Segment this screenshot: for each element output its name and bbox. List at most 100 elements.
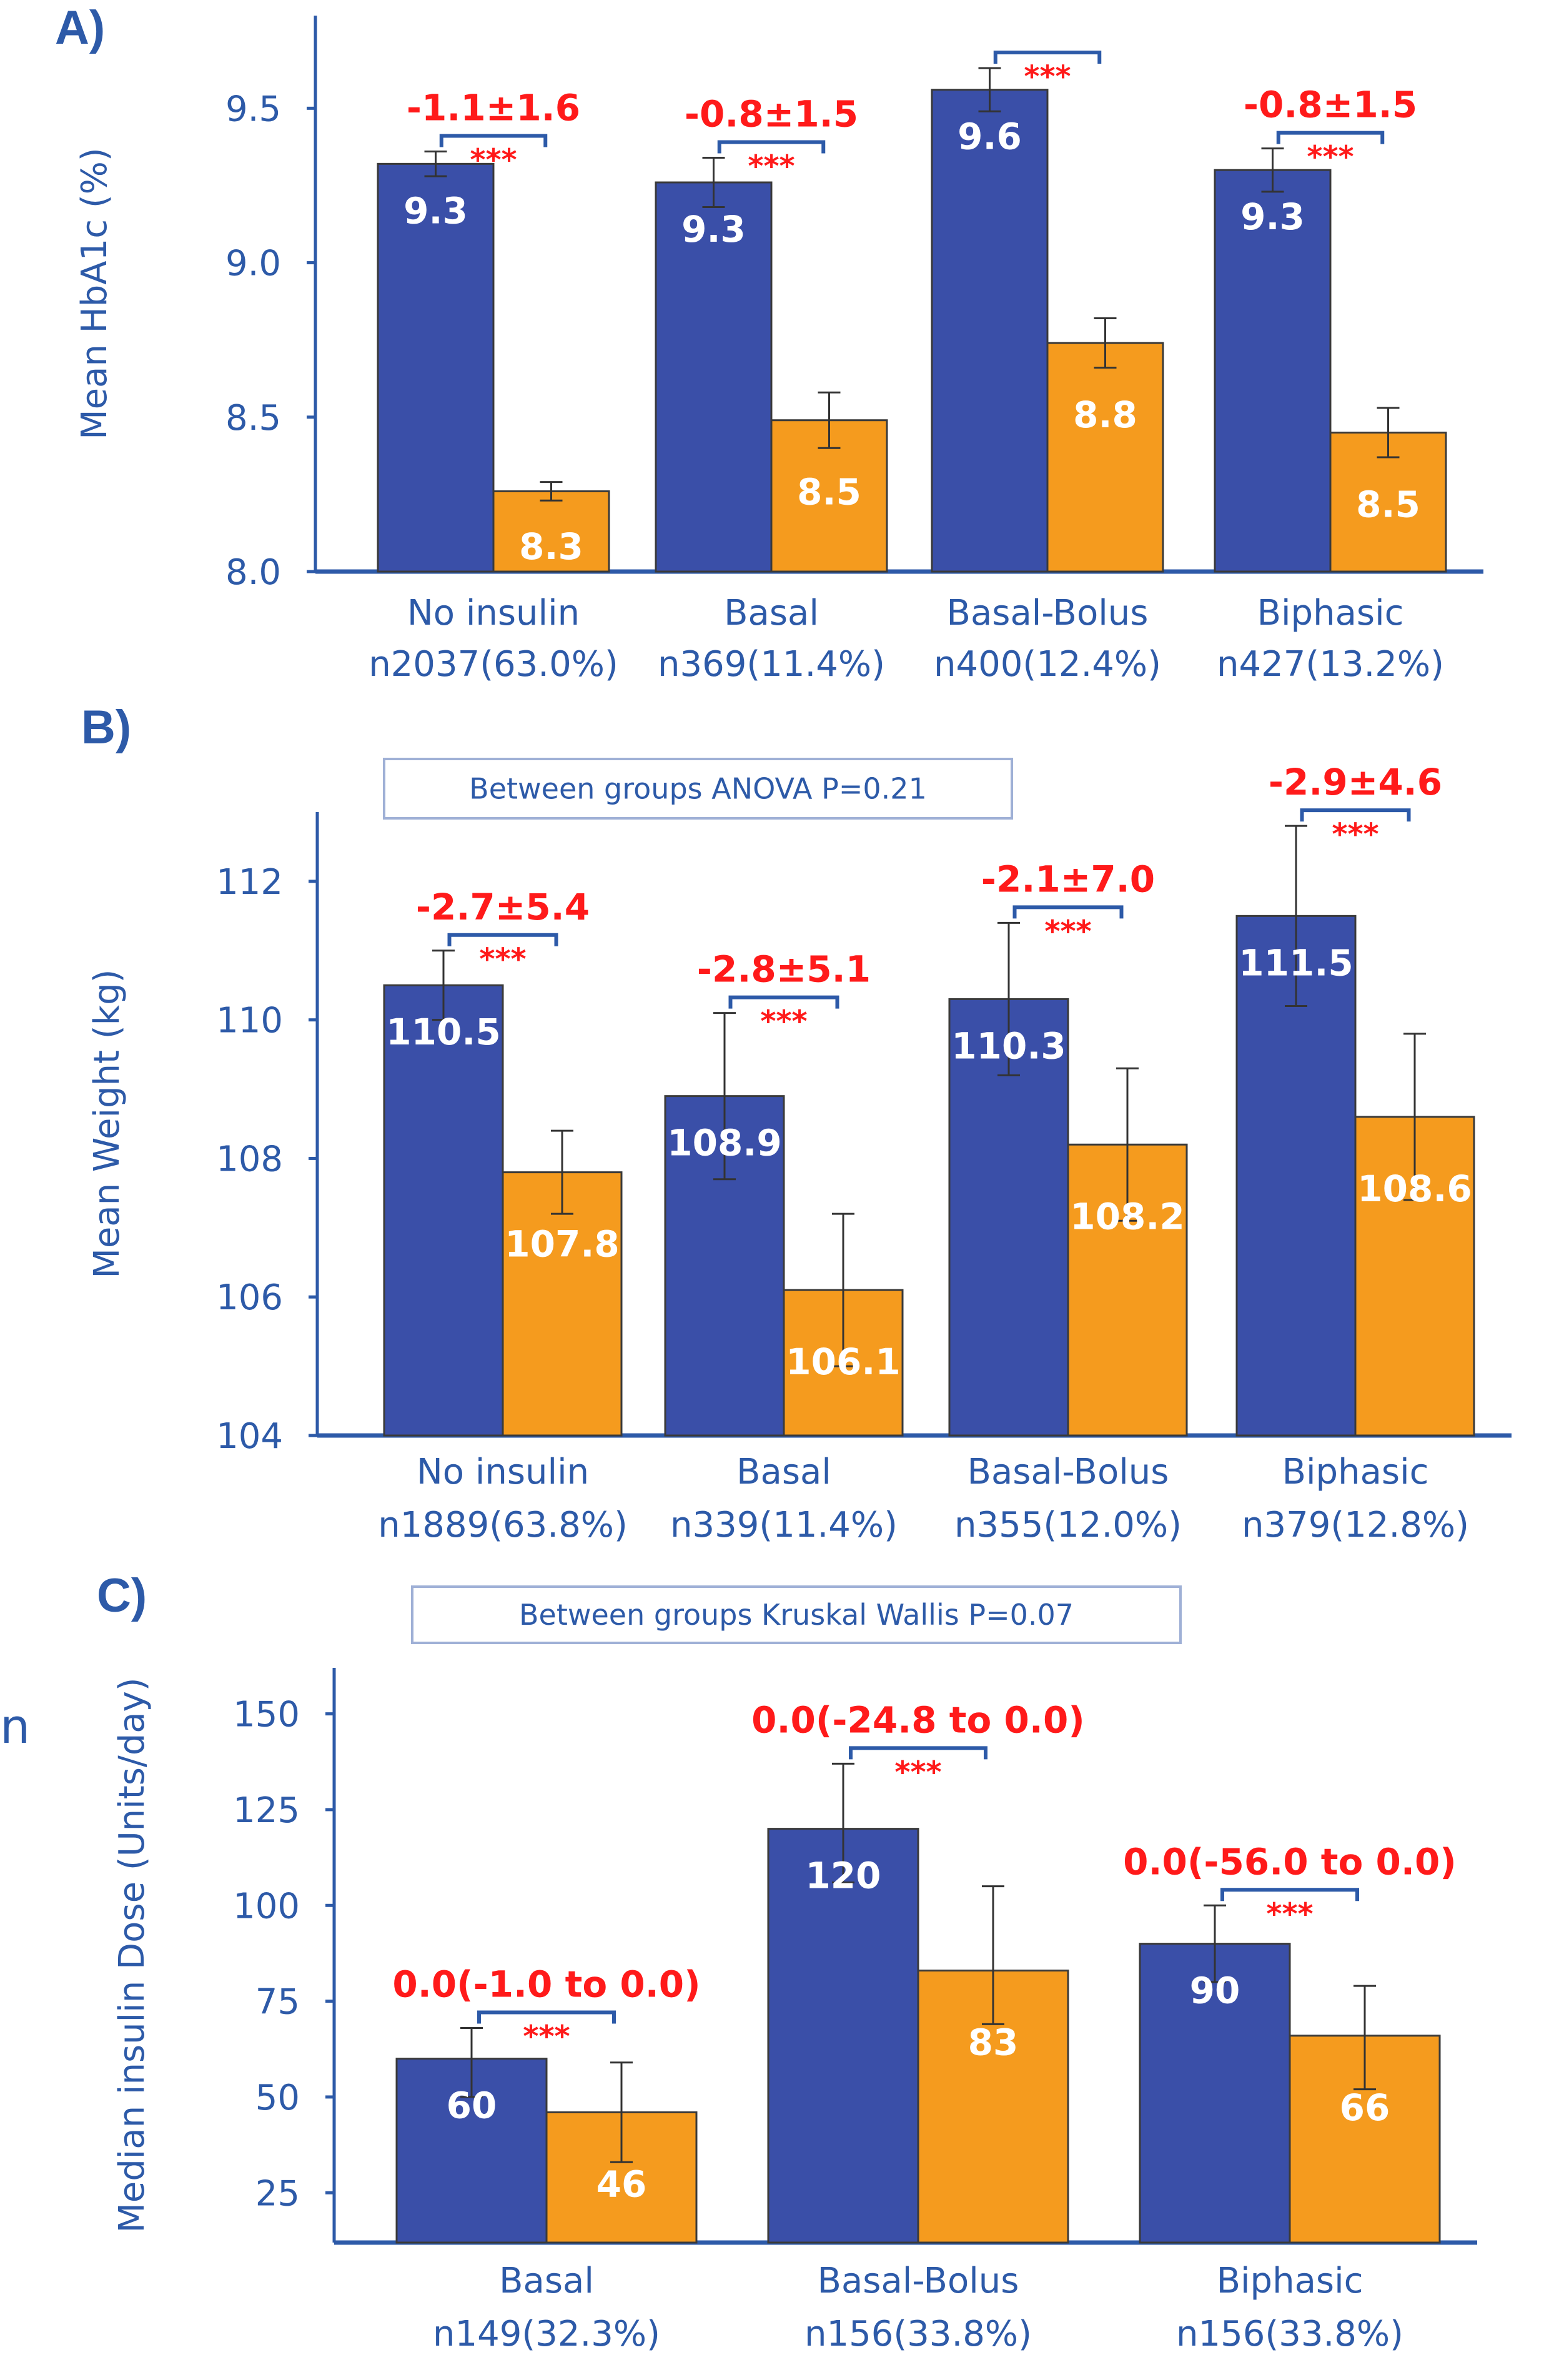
y-axis-label: Mean Weight (kg) [87, 969, 127, 1279]
significance-bracket [993, 51, 1102, 64]
change-annotation: 0.0(-1.0 to 0.0) [392, 1963, 700, 2006]
y-tick-label: 106 [216, 1277, 283, 1318]
x-category-label: Basal-Bolus [967, 1452, 1169, 1492]
significance-stars: *** [523, 2020, 570, 2055]
bar-value-label: 120 [805, 1855, 881, 1897]
significance-stars: *** [479, 942, 526, 977]
panel-label: B) [81, 701, 131, 754]
y-axis-label: Mean HbA1c (%) [74, 147, 115, 439]
bar-value-label: 46 [596, 2163, 647, 2205]
x-n-label: n2037(63.0%) [369, 644, 618, 685]
panel-c: C) 25 50 75 100 125 150 Median insulin Dose (Un… [97, 1569, 1477, 2354]
change-annotation: -2.1±7.0 [981, 858, 1155, 900]
significance-stars: *** [1024, 59, 1071, 94]
panel-label: C) [97, 1569, 147, 1622]
significance-bracket [477, 2010, 616, 2024]
significance-bracket [447, 933, 558, 946]
bar-value-label: 111.5 [1239, 941, 1353, 984]
x-n-label: n379(12.8%) [1242, 1505, 1469, 1545]
y-tick-label: 8.0 [225, 552, 281, 593]
bar-baseline [931, 89, 1049, 573]
x-category-label: No insulin [417, 1452, 589, 1492]
bar-value-label: 107.8 [505, 1223, 619, 1266]
change-annotation: 0.0(-24.8 to 0.0) [751, 1698, 1085, 1741]
x-n-label: n156(33.8%) [1176, 2314, 1403, 2354]
y-tick-label: 50 [255, 2078, 300, 2118]
significance-bracket [728, 995, 839, 1009]
change-annotation: -2.7±5.4 [416, 886, 590, 928]
significance-bracket [849, 1746, 987, 1760]
bar-followup [917, 1970, 1069, 2244]
y-tick-label: 9.5 [225, 89, 281, 129]
significance-bracket [439, 134, 548, 147]
significance-stars: *** [1044, 914, 1091, 949]
x-n-label: n355(12.0%) [954, 1505, 1182, 1545]
change-annotation: -2.9±4.6 [1269, 761, 1442, 803]
x-n-label: n156(33.8%) [804, 2314, 1032, 2354]
bar-baseline [1214, 169, 1332, 573]
x-category-label: Basal [736, 1452, 831, 1492]
significance-stars: *** [1332, 817, 1378, 852]
significance-bracket [1300, 808, 1411, 822]
y-tick-label: 125 [233, 1790, 300, 1831]
bar-value-label: 8.5 [1356, 483, 1420, 526]
x-n-label: n339(11.4%) [670, 1505, 898, 1545]
significance-stars: *** [894, 1755, 941, 1790]
bar-value-label: 9.3 [681, 208, 746, 250]
y-tick-label: 150 [233, 1695, 300, 1735]
bar-value-label: 8.8 [1073, 394, 1137, 436]
bar-followup [502, 1171, 623, 1437]
x-n-label: n427(13.2%) [1217, 644, 1444, 685]
y-tick-label: 110 [216, 1001, 283, 1041]
bar-value-label: 8.5 [797, 471, 861, 513]
bar-baseline [1139, 1943, 1291, 2244]
bar-value-label: 8.3 [519, 525, 583, 568]
y-tick-label: 25 [255, 2173, 300, 2214]
bar-value-label: 108.2 [1070, 1195, 1184, 1237]
bar-value-label: 9.6 [958, 116, 1022, 158]
significance-stars: *** [760, 1004, 807, 1039]
change-annotation: -0.8±1.5 [685, 92, 858, 135]
change-annotation: -2.8±5.1 [697, 948, 871, 991]
significance-stars: *** [1266, 1897, 1313, 1931]
x-n-label: n1889(63.8%) [378, 1505, 628, 1545]
significance-bracket [1276, 131, 1385, 144]
note-text: Between groups ANOVA P=0.21 [469, 772, 927, 806]
note-box [411, 1585, 1182, 1644]
bar-value-label: 9.3 [1240, 196, 1305, 238]
x-n-label: n149(32.3%) [433, 2314, 660, 2354]
bar-value-label: 110.3 [951, 1024, 1066, 1067]
bar-value-label: 90 [1190, 1970, 1240, 2012]
bar-value-label: 110.5 [386, 1011, 500, 1053]
bar-value-label: 108.9 [667, 1122, 781, 1164]
significance-bracket [1220, 1888, 1359, 1902]
edge-glyph: n [0, 1698, 30, 1754]
change-annotation: 0.0(-56.0 to 0.0) [1123, 1840, 1457, 1883]
panel-label: A) [55, 1, 105, 54]
bar-value-label: 9.3 [403, 189, 468, 232]
x-n-label: n369(11.4%) [658, 644, 885, 685]
panel-a: A) 8.0 8.5 9.0 9.5 Mean HbA1c (%) 9.3 8.3 *** -1.… [55, 1, 1483, 685]
significance-stars: *** [1307, 140, 1353, 175]
y-tick-label: 104 [216, 1416, 283, 1457]
bar-baseline [655, 181, 773, 573]
y-axis-label: Median insulin Dose (Units/day) [112, 1677, 152, 2233]
x-category-label: Basal-Bolus [947, 593, 1149, 633]
x-category-label: Basal [724, 593, 819, 633]
significance-stars: *** [748, 149, 794, 184]
x-category-label: Basal [499, 2261, 594, 2301]
change-annotation: -0.8±1.5 [1244, 84, 1417, 126]
bar-baseline [377, 162, 495, 573]
significance-stars: *** [470, 143, 517, 178]
note-box [383, 758, 1013, 820]
significance-bracket [717, 140, 826, 154]
y-tick-label: 75 [255, 1982, 300, 2023]
panel-b: B) 104 106 108 110 112 Mean Weight (kg) 110.5 10… [81, 701, 1512, 1545]
bar-value-label: 66 [1340, 2086, 1390, 2129]
bar-value-label: 106.1 [786, 1341, 900, 1383]
bar-value-label: 83 [968, 2021, 1019, 2064]
y-tick-label: 100 [233, 1886, 300, 1926]
x-category-label: No insulin [407, 593, 580, 633]
x-n-label: n400(12.4%) [934, 644, 1161, 685]
